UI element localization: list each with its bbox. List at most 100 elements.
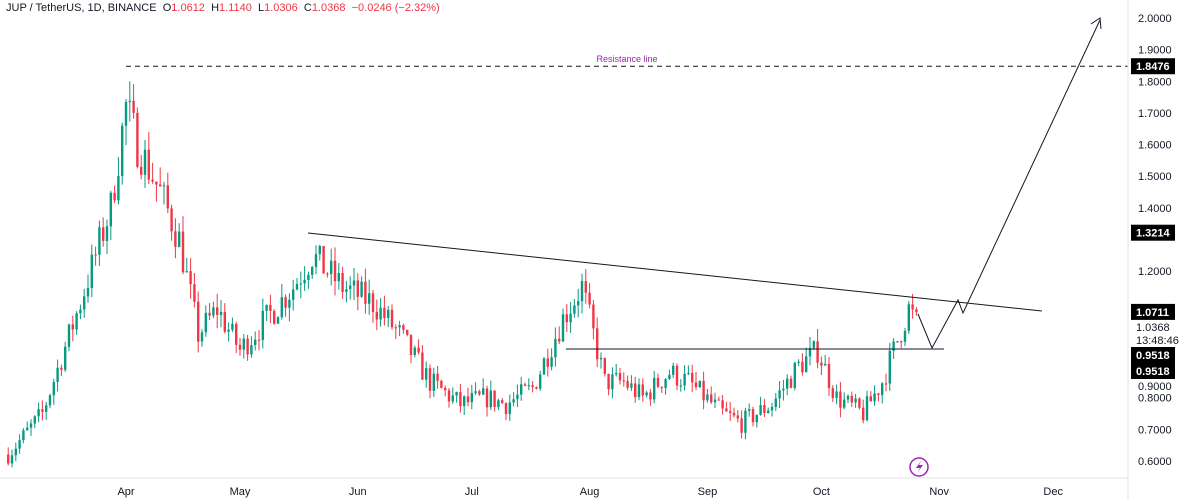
- candle-body: [520, 384, 523, 395]
- candle-body: [789, 378, 793, 388]
- candle-body: [181, 231, 185, 273]
- candle-body: [903, 330, 907, 342]
- candle-body: [428, 368, 432, 391]
- candle-body: [189, 271, 192, 285]
- candle-body: [7, 454, 10, 464]
- candle-body: [140, 166, 143, 175]
- candle-body: [147, 149, 150, 180]
- candle-body: [166, 185, 169, 209]
- candle-body: [86, 287, 90, 297]
- candle-body: [607, 373, 610, 390]
- candle-body: [592, 304, 595, 329]
- candle-body: [778, 390, 781, 399]
- candle-body: [159, 184, 162, 187]
- candle-body: [774, 398, 777, 407]
- candle-body: [265, 304, 268, 311]
- time-tick: May: [230, 486, 251, 498]
- candle-body: [687, 372, 690, 374]
- candle-body: [406, 329, 409, 335]
- candle-body: [231, 323, 234, 330]
- candle-body: [394, 327, 397, 329]
- candle-body: [485, 388, 489, 408]
- candle-body: [284, 297, 287, 308]
- candle-body: [683, 373, 686, 386]
- candle-body: [250, 345, 253, 355]
- candle-body: [466, 396, 470, 403]
- candle-body: [162, 185, 166, 187]
- candle-body: [527, 385, 530, 387]
- candle-body: [664, 379, 667, 389]
- candle-body: [155, 181, 158, 185]
- time-tick: Sep: [698, 486, 718, 498]
- candle-body: [634, 383, 637, 398]
- candle-body: [641, 384, 644, 396]
- candle-body: [831, 388, 834, 398]
- candle-body: [375, 311, 378, 320]
- candle-body: [915, 309, 918, 313]
- candle-body: [531, 385, 534, 388]
- support-2-tag-text: 0.9518: [1136, 366, 1170, 378]
- low-value: 1.0306: [264, 2, 298, 14]
- candle-body: [573, 305, 576, 314]
- candle-body: [417, 347, 420, 353]
- candle-body: [451, 395, 454, 402]
- change-value: −0.0246 (−2.32%): [351, 2, 440, 14]
- price-tick: 1.5000: [1138, 171, 1172, 183]
- candle-body: [873, 393, 876, 402]
- candle-body: [109, 192, 112, 227]
- candle-body: [216, 307, 219, 315]
- candle-body: [729, 411, 732, 413]
- candle-body: [698, 380, 701, 388]
- level-2-tag: [1131, 303, 1175, 320]
- candle-body: [482, 388, 485, 395]
- candle-body: [273, 310, 276, 324]
- candle-body: [649, 392, 652, 400]
- candle-body: [577, 301, 580, 306]
- candle-body: [200, 332, 204, 342]
- projection-path[interactable]: [917, 19, 1101, 350]
- candle-body: [440, 380, 443, 388]
- candle-body: [656, 377, 660, 387]
- level-1-tag: [1131, 224, 1175, 241]
- candle-body: [850, 395, 853, 403]
- candle-body: [824, 363, 827, 366]
- candle-body: [337, 273, 340, 282]
- time-tick: Aug: [580, 486, 600, 498]
- candle-body: [512, 399, 515, 403]
- candle-body: [523, 384, 527, 386]
- candle-body: [421, 352, 424, 380]
- candle-body: [888, 350, 891, 384]
- candle-body: [630, 383, 633, 388]
- arrow-head-icon: [1090, 17, 1102, 30]
- candle-body: [219, 311, 223, 315]
- candle-body: [569, 313, 572, 323]
- candle-body: [763, 405, 766, 413]
- descending-trendline[interactable]: [307, 232, 1043, 312]
- candle-body: [782, 388, 785, 391]
- candle-body: [299, 283, 302, 285]
- symbol-name: JUP / TetherUS, 1D, BINANCE: [6, 2, 157, 14]
- price-tick: 1.9000: [1138, 45, 1172, 57]
- candle-body: [185, 271, 188, 273]
- candle-body: [501, 400, 504, 404]
- candle-body: [869, 396, 872, 402]
- candle-body: [238, 344, 242, 350]
- candle-body: [314, 254, 318, 268]
- candle-body: [345, 289, 348, 292]
- candle-body: [269, 304, 272, 311]
- candle-body: [717, 399, 720, 401]
- candle-body: [326, 273, 329, 275]
- candle-body: [276, 317, 280, 324]
- candle-body: [383, 307, 386, 319]
- candle-body: [808, 347, 812, 357]
- candle-body: [637, 384, 641, 398]
- candle-body: [554, 338, 557, 358]
- candle-body: [349, 285, 352, 290]
- candle-body: [618, 373, 622, 381]
- candle-body: [352, 280, 356, 286]
- candle-body: [390, 309, 394, 328]
- candle-body: [67, 324, 71, 347]
- price-tick: 0.8000: [1138, 393, 1172, 405]
